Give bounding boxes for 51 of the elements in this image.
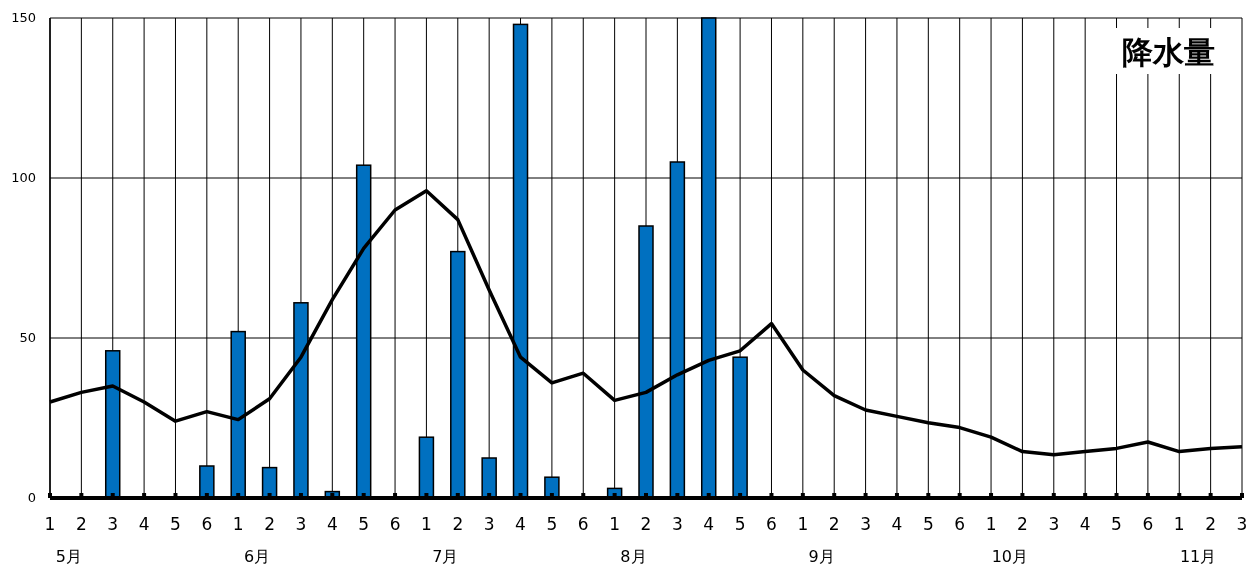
x-tick-label: 3: [295, 514, 307, 534]
x-tick-label: 5: [734, 514, 746, 534]
x-tick-label: 1: [232, 514, 244, 534]
x-tick-label: 6: [1142, 514, 1154, 534]
text: 9月: [808, 547, 835, 566]
x-tick-label: 5: [170, 514, 181, 534]
x-tick-label: 3: [107, 514, 119, 534]
x-tick-label: 5: [546, 514, 558, 534]
x-tick-label: 2: [1205, 514, 1217, 534]
text: 7月: [432, 547, 459, 566]
x-tick-label: 4: [515, 514, 526, 534]
x-tick-label: 4: [703, 514, 715, 534]
x-tick-label: 2: [264, 514, 275, 534]
x-tick-label: 2: [75, 514, 87, 534]
x-tick-label: 1: [797, 514, 809, 534]
x-tick-label: 1: [985, 514, 997, 534]
x-tick-label: 6: [954, 514, 966, 534]
x-tick-label: 6: [201, 514, 213, 534]
x-tick-label: 1: [1173, 514, 1185, 534]
text: 5月: [55, 547, 82, 566]
text: 6月: [243, 547, 271, 566]
x-tick-label: 3: [860, 514, 871, 534]
y-tick-label: 100: [11, 170, 36, 185]
x-tick-label: 2: [452, 514, 464, 534]
x-tick-label: 3: [671, 514, 683, 534]
x-tick-label: 5: [358, 514, 370, 534]
x-tick-label: 4: [891, 514, 903, 534]
x-tick-label: 4: [326, 514, 338, 534]
x-tick-label: 3: [483, 514, 495, 534]
text: 降水量: [1121, 34, 1215, 70]
x-tick-label: 4: [1079, 514, 1091, 534]
y-tick-label: 50: [19, 330, 36, 345]
y-tick-label: 150: [11, 10, 36, 25]
x-tick-label: 1: [609, 514, 621, 534]
x-tick-label: 1: [44, 514, 56, 534]
y-tick-label: 0: [27, 490, 36, 505]
x-tick-label: 3: [1236, 514, 1248, 534]
text: 11月: [1179, 547, 1217, 566]
x-tick-label: 3: [1048, 514, 1060, 534]
text: 8月: [620, 547, 647, 566]
x-tick-label: 2: [828, 514, 840, 534]
x-tick-label: 5: [922, 514, 934, 534]
x-tick-label: 5: [1111, 514, 1122, 534]
x-tick-label: 6: [389, 514, 401, 534]
x-tick-label: 6: [766, 514, 777, 534]
x-tick-label: 2: [1017, 514, 1028, 534]
x-tick-label: 1: [421, 514, 432, 534]
text: 10月: [991, 547, 1029, 566]
x-tick-label: 2: [640, 514, 652, 534]
x-tick-label: 4: [138, 514, 150, 534]
x-tick-label: 6: [577, 514, 589, 534]
